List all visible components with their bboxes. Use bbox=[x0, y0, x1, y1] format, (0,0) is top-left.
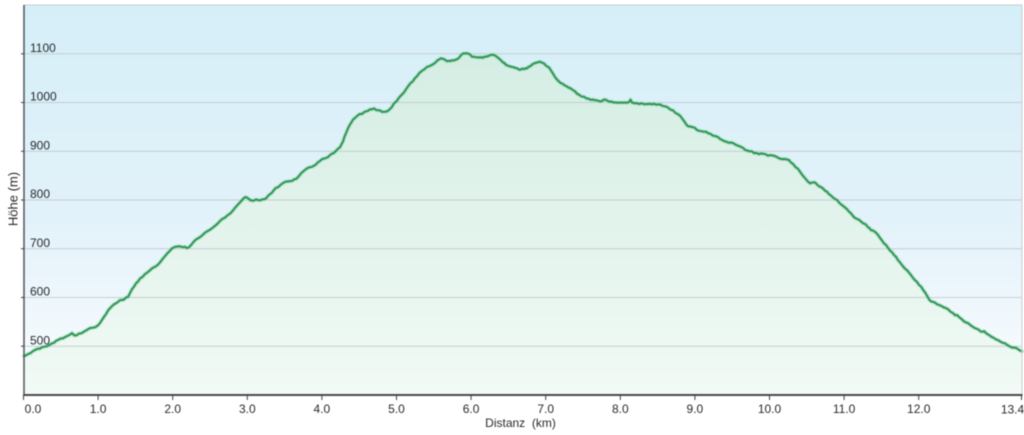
svg-text:7.0: 7.0 bbox=[537, 402, 554, 416]
svg-text:3.0: 3.0 bbox=[239, 402, 256, 416]
svg-text:0.0: 0.0 bbox=[25, 402, 42, 416]
svg-text:Distanz (km): Distanz (km) bbox=[485, 416, 556, 430]
svg-text:10.0: 10.0 bbox=[758, 402, 782, 416]
svg-text:12.0: 12.0 bbox=[907, 402, 931, 416]
svg-text:Höhe (m): Höhe (m) bbox=[6, 172, 21, 226]
svg-text:13.4: 13.4 bbox=[1001, 403, 1024, 417]
svg-text:4.0: 4.0 bbox=[314, 402, 331, 416]
svg-text:700: 700 bbox=[30, 236, 50, 250]
svg-text:5.0: 5.0 bbox=[388, 402, 405, 416]
svg-text:1000: 1000 bbox=[30, 90, 57, 104]
svg-text:900: 900 bbox=[30, 138, 50, 152]
svg-text:500: 500 bbox=[30, 333, 50, 347]
svg-text:9.0: 9.0 bbox=[687, 402, 704, 416]
svg-text:2.0: 2.0 bbox=[164, 402, 181, 416]
svg-text:800: 800 bbox=[30, 187, 50, 201]
svg-text:8.0: 8.0 bbox=[612, 402, 629, 416]
svg-text:600: 600 bbox=[30, 285, 50, 299]
svg-text:11.0: 11.0 bbox=[833, 402, 856, 416]
svg-text:6.0: 6.0 bbox=[463, 402, 480, 416]
svg-text:1.0: 1.0 bbox=[90, 402, 107, 416]
svg-text:1100: 1100 bbox=[30, 41, 56, 55]
